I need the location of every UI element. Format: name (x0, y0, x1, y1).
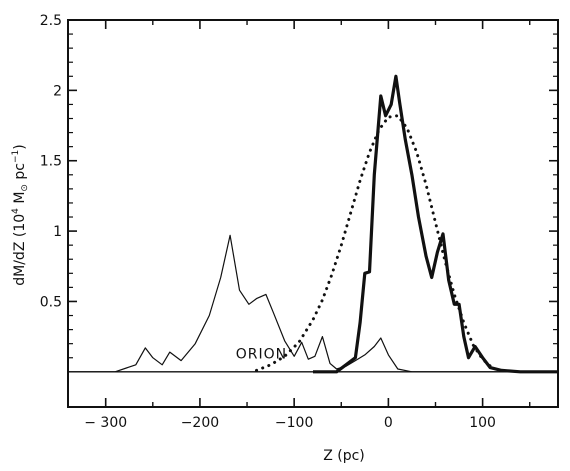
y-axis-label: dM/dZ (104 M⊙ pc−1) (11, 144, 30, 286)
x-axis: − 300 −200 −100 0 100 (84, 20, 531, 431)
x-axis-label: Z (pc) (323, 448, 365, 464)
series-line-thick (313, 74, 558, 374)
series-line-dotted (255, 114, 494, 372)
annotation-orion: ORION (236, 347, 287, 363)
x-tick-label: − 300 (84, 415, 127, 431)
annotations: ORION (236, 347, 287, 363)
series-line-thin (68, 234, 558, 373)
y-tick-label: 1.5 (40, 154, 62, 170)
x-tick-label: 0 (384, 415, 393, 431)
y-label-pc: pc (12, 163, 28, 184)
plot-frame (67, 19, 559, 408)
x-tick-label: 100 (469, 415, 496, 431)
y-tick-label: 1 (53, 224, 62, 240)
y-label-main: dM/dZ (10 (12, 214, 28, 286)
y-tick-label: 2.5 (40, 13, 62, 29)
y-label-exponent-4: 4 (11, 208, 21, 214)
y-axis: 0.5 1 1.5 2 2.5 (40, 13, 558, 359)
x-tick-label: −100 (275, 415, 313, 431)
y-label-exponent-minus-1: −1 (11, 150, 21, 163)
x-tick-label: −200 (181, 415, 219, 431)
series-group (68, 74, 558, 374)
y-tick-label: 0.5 (40, 294, 62, 310)
y-tick-label: 2 (53, 83, 62, 99)
y-label-sun-symbol: ⊙ (20, 184, 30, 192)
y-label-close-paren: ) (12, 144, 28, 149)
y-label-unit: M (12, 192, 28, 209)
